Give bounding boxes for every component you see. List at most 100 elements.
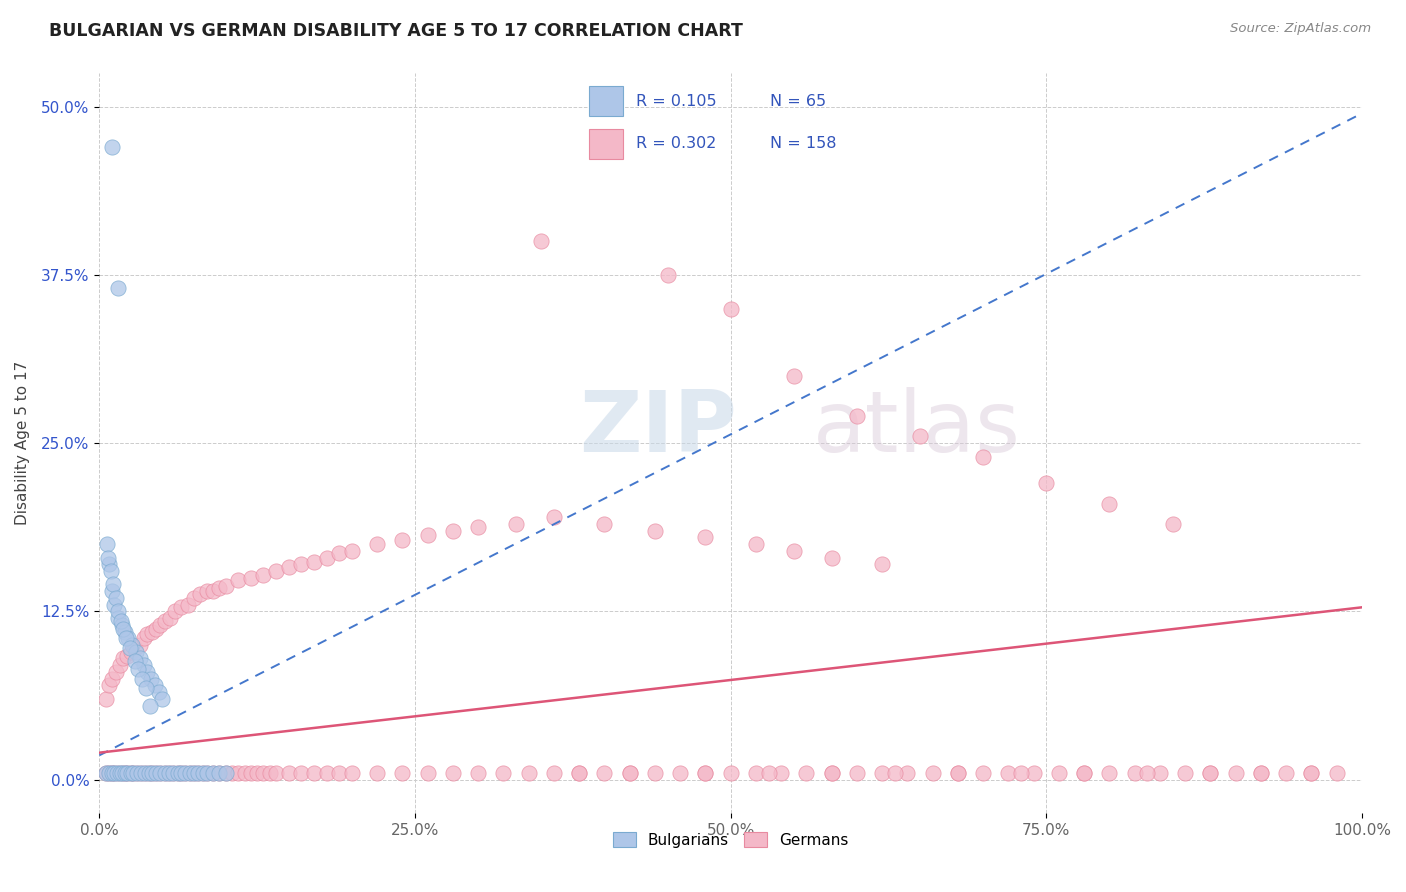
Point <box>107 611 129 625</box>
Point <box>157 765 180 780</box>
Point <box>115 632 138 646</box>
Point <box>127 765 149 780</box>
Point <box>120 765 142 780</box>
Point <box>328 546 350 560</box>
Point <box>136 627 159 641</box>
Point <box>946 765 969 780</box>
Point <box>1250 765 1272 780</box>
Point <box>467 519 489 533</box>
Point <box>277 765 299 780</box>
Point <box>214 765 236 780</box>
Point <box>845 409 868 424</box>
Point <box>96 537 118 551</box>
Point <box>98 678 121 692</box>
Point <box>770 765 793 780</box>
Point <box>201 584 224 599</box>
Point <box>132 658 155 673</box>
Point <box>122 765 145 780</box>
Point <box>129 765 152 780</box>
Point <box>870 765 893 780</box>
Point <box>233 765 256 780</box>
Point <box>1136 765 1159 780</box>
Point <box>1073 765 1095 780</box>
Point <box>165 604 187 618</box>
Point <box>505 516 527 531</box>
Point <box>870 558 893 572</box>
Point <box>1035 476 1057 491</box>
Point <box>1123 765 1146 780</box>
Point <box>104 591 127 605</box>
Point <box>118 640 141 655</box>
Point <box>1149 765 1171 780</box>
Point <box>1010 765 1032 780</box>
Point <box>103 765 125 780</box>
Point <box>259 765 281 780</box>
Point <box>1250 765 1272 780</box>
Point <box>132 632 155 646</box>
Point <box>114 765 136 780</box>
Point <box>315 765 337 780</box>
Point <box>191 765 214 780</box>
Y-axis label: Disability Age 5 to 17: Disability Age 5 to 17 <box>15 361 30 525</box>
Point <box>134 765 156 780</box>
Point <box>103 598 125 612</box>
Point <box>101 140 124 154</box>
Point <box>644 765 666 780</box>
Point <box>103 577 125 591</box>
Point <box>101 765 124 780</box>
Point <box>593 765 616 780</box>
Point <box>141 624 163 639</box>
Point <box>103 765 125 780</box>
Point <box>191 765 214 780</box>
Point <box>340 765 363 780</box>
Point <box>1301 765 1323 780</box>
Point <box>657 268 679 282</box>
Point <box>972 450 994 464</box>
Point <box>138 765 160 780</box>
Point <box>619 765 641 780</box>
Point <box>1301 765 1323 780</box>
Point <box>246 765 269 780</box>
Point <box>115 765 138 780</box>
Point <box>201 765 224 780</box>
Point <box>239 765 262 780</box>
Point <box>139 698 162 713</box>
Point <box>153 614 176 628</box>
Point <box>366 765 388 780</box>
Point <box>114 624 136 639</box>
Point <box>492 765 515 780</box>
Point <box>98 558 121 572</box>
Point <box>226 574 249 588</box>
Text: BULGARIAN VS GERMAN DISABILITY AGE 5 TO 17 CORRELATION CHART: BULGARIAN VS GERMAN DISABILITY AGE 5 TO … <box>49 22 744 40</box>
Point <box>695 765 717 780</box>
Point <box>783 543 806 558</box>
Point <box>1326 765 1348 780</box>
Point <box>695 530 717 544</box>
Point <box>187 765 209 780</box>
Point <box>290 558 312 572</box>
Point <box>568 765 591 780</box>
Point <box>195 765 218 780</box>
Point <box>1199 765 1222 780</box>
Point <box>159 611 181 625</box>
Point <box>821 765 844 780</box>
Point <box>149 765 172 780</box>
Point <box>208 582 231 596</box>
Point <box>252 765 274 780</box>
Point <box>195 584 218 599</box>
Point <box>226 765 249 780</box>
Point <box>177 598 200 612</box>
Point <box>148 685 170 699</box>
Point <box>188 587 211 601</box>
Point <box>107 604 129 618</box>
Point <box>117 632 139 646</box>
Point <box>201 765 224 780</box>
Point <box>98 765 121 780</box>
Point <box>328 765 350 780</box>
Point <box>416 527 439 541</box>
Point <box>120 645 142 659</box>
Point <box>166 765 188 780</box>
Point <box>290 765 312 780</box>
Point <box>517 765 540 780</box>
Point <box>104 665 127 679</box>
